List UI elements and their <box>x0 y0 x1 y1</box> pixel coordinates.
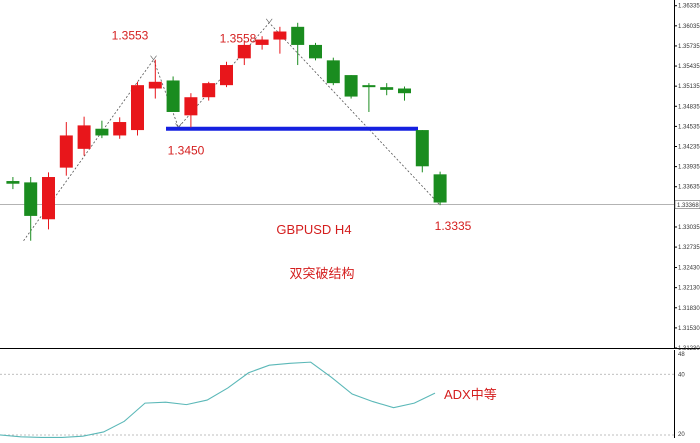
bear-candle <box>380 87 394 90</box>
adx-tick-label: 40 <box>678 372 685 378</box>
zigzag-marker <box>150 55 157 61</box>
bull-candle <box>113 122 127 136</box>
bull-candle <box>184 97 198 116</box>
bear-candle <box>6 181 20 184</box>
price-tick-label: 1.32430 <box>678 266 700 272</box>
adx-tick-label: 20 <box>678 432 685 438</box>
chart-title: GBPUSD H4 <box>276 222 351 237</box>
price-tick-label: 1.32735 <box>678 245 700 251</box>
pattern-annotation: 双突破结构 <box>289 266 354 281</box>
adx-indicator: ADX中等 48 40 20 <box>0 352 685 438</box>
bear-candle <box>95 128 109 136</box>
bear-candle <box>344 75 358 97</box>
price-label: 1.3553 <box>112 29 149 43</box>
price-tick-label: 1.34235 <box>678 145 700 151</box>
price-tick-label: 1.36035 <box>678 24 700 30</box>
bull-candle <box>77 125 91 149</box>
bull-candle <box>59 135 73 168</box>
adx-label: ADX中等 <box>444 387 497 402</box>
price-tick-label: 1.34835 <box>678 104 700 110</box>
price-label: 1.3335 <box>435 219 472 233</box>
bear-candle <box>309 44 322 59</box>
price-tick-label: 1.32130 <box>678 286 700 292</box>
adx-tick-label: 48 <box>678 352 685 358</box>
bull-candle <box>273 31 287 40</box>
price-tick-label: 1.34535 <box>678 124 700 130</box>
bull-candle <box>148 81 162 89</box>
zigzag-line <box>23 22 441 241</box>
price-tick-label: 1.33635 <box>678 185 700 191</box>
bull-candle <box>202 83 216 98</box>
bull-candle <box>220 65 233 86</box>
bull-candle <box>131 85 144 131</box>
price-axis: 1.36335 1.36035 1.35735 1.35435 1.35135 1.348… <box>674 4 700 352</box>
bull-candle <box>237 44 251 59</box>
bear-candle <box>415 130 429 167</box>
price-tick-label: 1.31230 <box>678 346 700 352</box>
price-label: 1.3450 <box>168 144 205 158</box>
bear-candle <box>398 88 411 94</box>
annotation-layer: GBPUSD H4 双突破结构 1.3553 1.3558 1.3450 1.3335 <box>112 29 472 281</box>
adx-line <box>0 361 436 438</box>
price-tick-label: 1.31530 <box>678 326 700 332</box>
price-tick-label: 1.35135 <box>678 84 700 90</box>
price-tick-label: 1.33035 <box>678 225 700 231</box>
zigzag-layer <box>23 18 441 241</box>
price-tick-label: 1.31830 <box>678 306 700 312</box>
bear-candle <box>326 60 340 84</box>
bull-candle <box>255 39 269 45</box>
price-tick-label: 1.35435 <box>678 64 700 70</box>
price-tick-label: 1.35735 <box>678 44 700 50</box>
bear-candle <box>24 182 38 216</box>
current-price-label: 1.33368 <box>677 203 699 209</box>
price-tick-label: 1.36335 <box>678 4 700 10</box>
bear-candle <box>362 85 376 88</box>
bull-candle <box>42 177 55 220</box>
candles-layer <box>6 22 447 241</box>
zigzag-marker <box>265 18 273 24</box>
bear-candle <box>166 80 180 112</box>
bear-candle <box>291 26 305 45</box>
current-price-tag <box>674 200 700 209</box>
bear-candle <box>433 174 447 203</box>
price-tick-label: 1.33935 <box>678 165 700 171</box>
price-label: 1.3558 <box>220 31 257 45</box>
